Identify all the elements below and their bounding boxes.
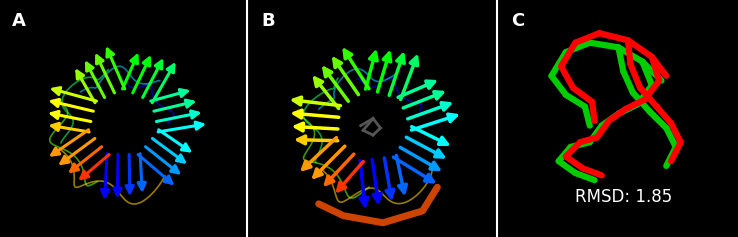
- Text: B: B: [262, 12, 275, 30]
- Text: RMSD: 1.85: RMSD: 1.85: [575, 188, 672, 206]
- Text: C: C: [511, 12, 524, 30]
- Text: A: A: [13, 12, 27, 30]
